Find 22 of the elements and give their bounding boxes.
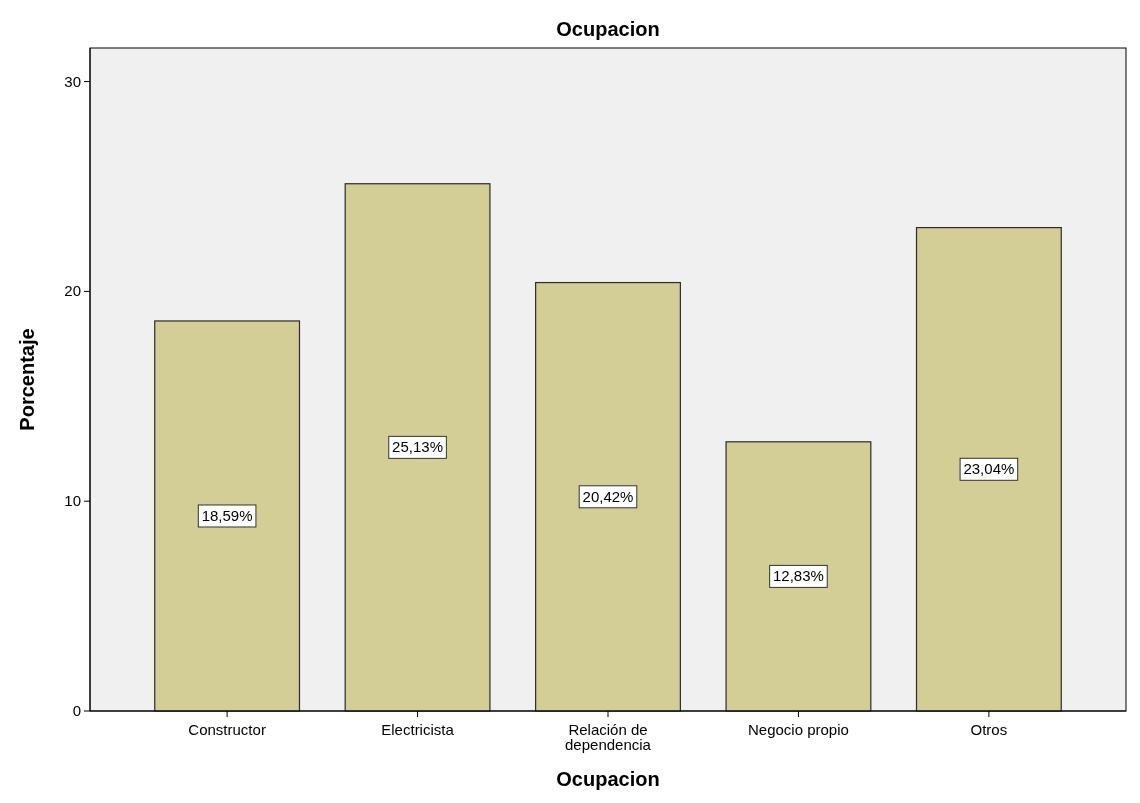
bar	[725, 441, 872, 712]
bar	[154, 320, 301, 712]
y-tick-label: 30	[64, 72, 81, 90]
x-tick-label: Negocio propio	[747, 721, 849, 738]
y-tick-label: 0	[72, 702, 81, 719]
bar	[535, 281, 681, 712]
x-axis-title: Ocupacion	[556, 768, 660, 790]
bar	[915, 227, 1062, 712]
x-tick-label: Constructor	[188, 721, 266, 738]
y-axis-title: Porcentaje	[16, 328, 38, 431]
x-tick-label: Otros	[970, 721, 1008, 738]
x-tick-label: Relación de dependencia	[565, 721, 652, 753]
x-tick-label: Electricista	[381, 721, 455, 738]
bar	[344, 183, 491, 712]
data-label: 23,04%	[963, 460, 1015, 478]
data-label: 25,13%	[392, 438, 443, 456]
chart-title: Ocupacion	[556, 18, 660, 40]
y-tick-label: 20	[64, 282, 81, 300]
data-label: 18,59%	[201, 506, 253, 524]
data-label: 12,83%	[773, 567, 824, 585]
y-tick-label: 10	[64, 492, 81, 510]
data-label: 20,42%	[582, 487, 634, 505]
